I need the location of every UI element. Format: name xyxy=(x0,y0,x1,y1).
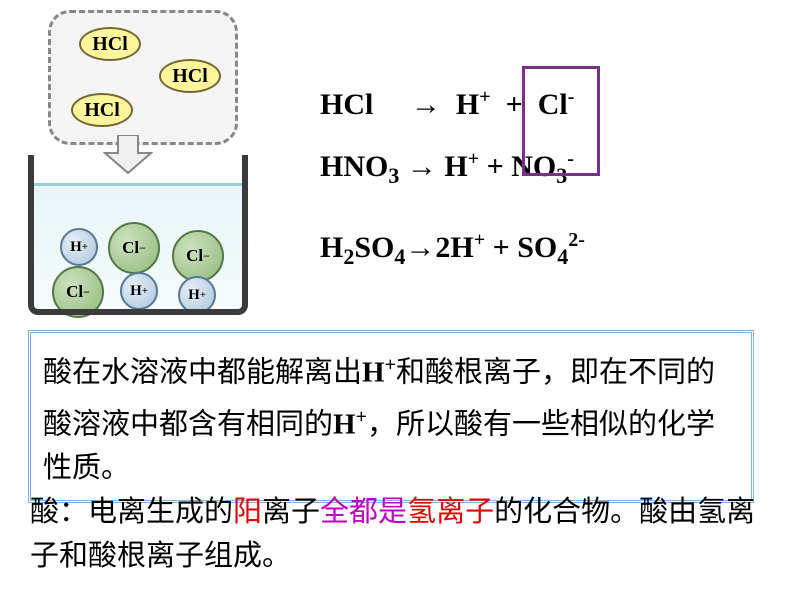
hcl-molecule: HCl xyxy=(79,27,141,61)
dissolution-diagram: HCl HCl HCl H+Cl−Cl−Cl−H+H+ xyxy=(18,10,248,320)
acid-definition: 酸：电离生成的阳离子全都是氢离子的化合物。酸由氢离子和酸根离子组成。 xyxy=(30,490,760,578)
hcl-label: HCl xyxy=(84,99,120,122)
h-plus-highlight-box xyxy=(522,66,600,176)
gas-cloud: HCl HCl HCl xyxy=(48,10,238,145)
hcl-label: HCl xyxy=(172,65,208,88)
hcl-molecule: HCl xyxy=(71,93,133,127)
summary-text: 酸在水溶液中都能解离出 xyxy=(43,357,362,389)
hcl-label: HCl xyxy=(92,33,128,56)
hcl-molecule: HCl xyxy=(159,59,221,93)
equation-h2so4: H2SO4→2H+ + SO42- xyxy=(320,213,585,284)
summary-textbox: 酸在水溶液中都能解离出H+和酸根离子，即在不同的酸溶液中都含有相同的H+，所以酸… xyxy=(28,330,754,503)
beaker-wall xyxy=(28,155,248,315)
beaker: H+Cl−Cl−Cl−H+H+ xyxy=(28,155,248,320)
